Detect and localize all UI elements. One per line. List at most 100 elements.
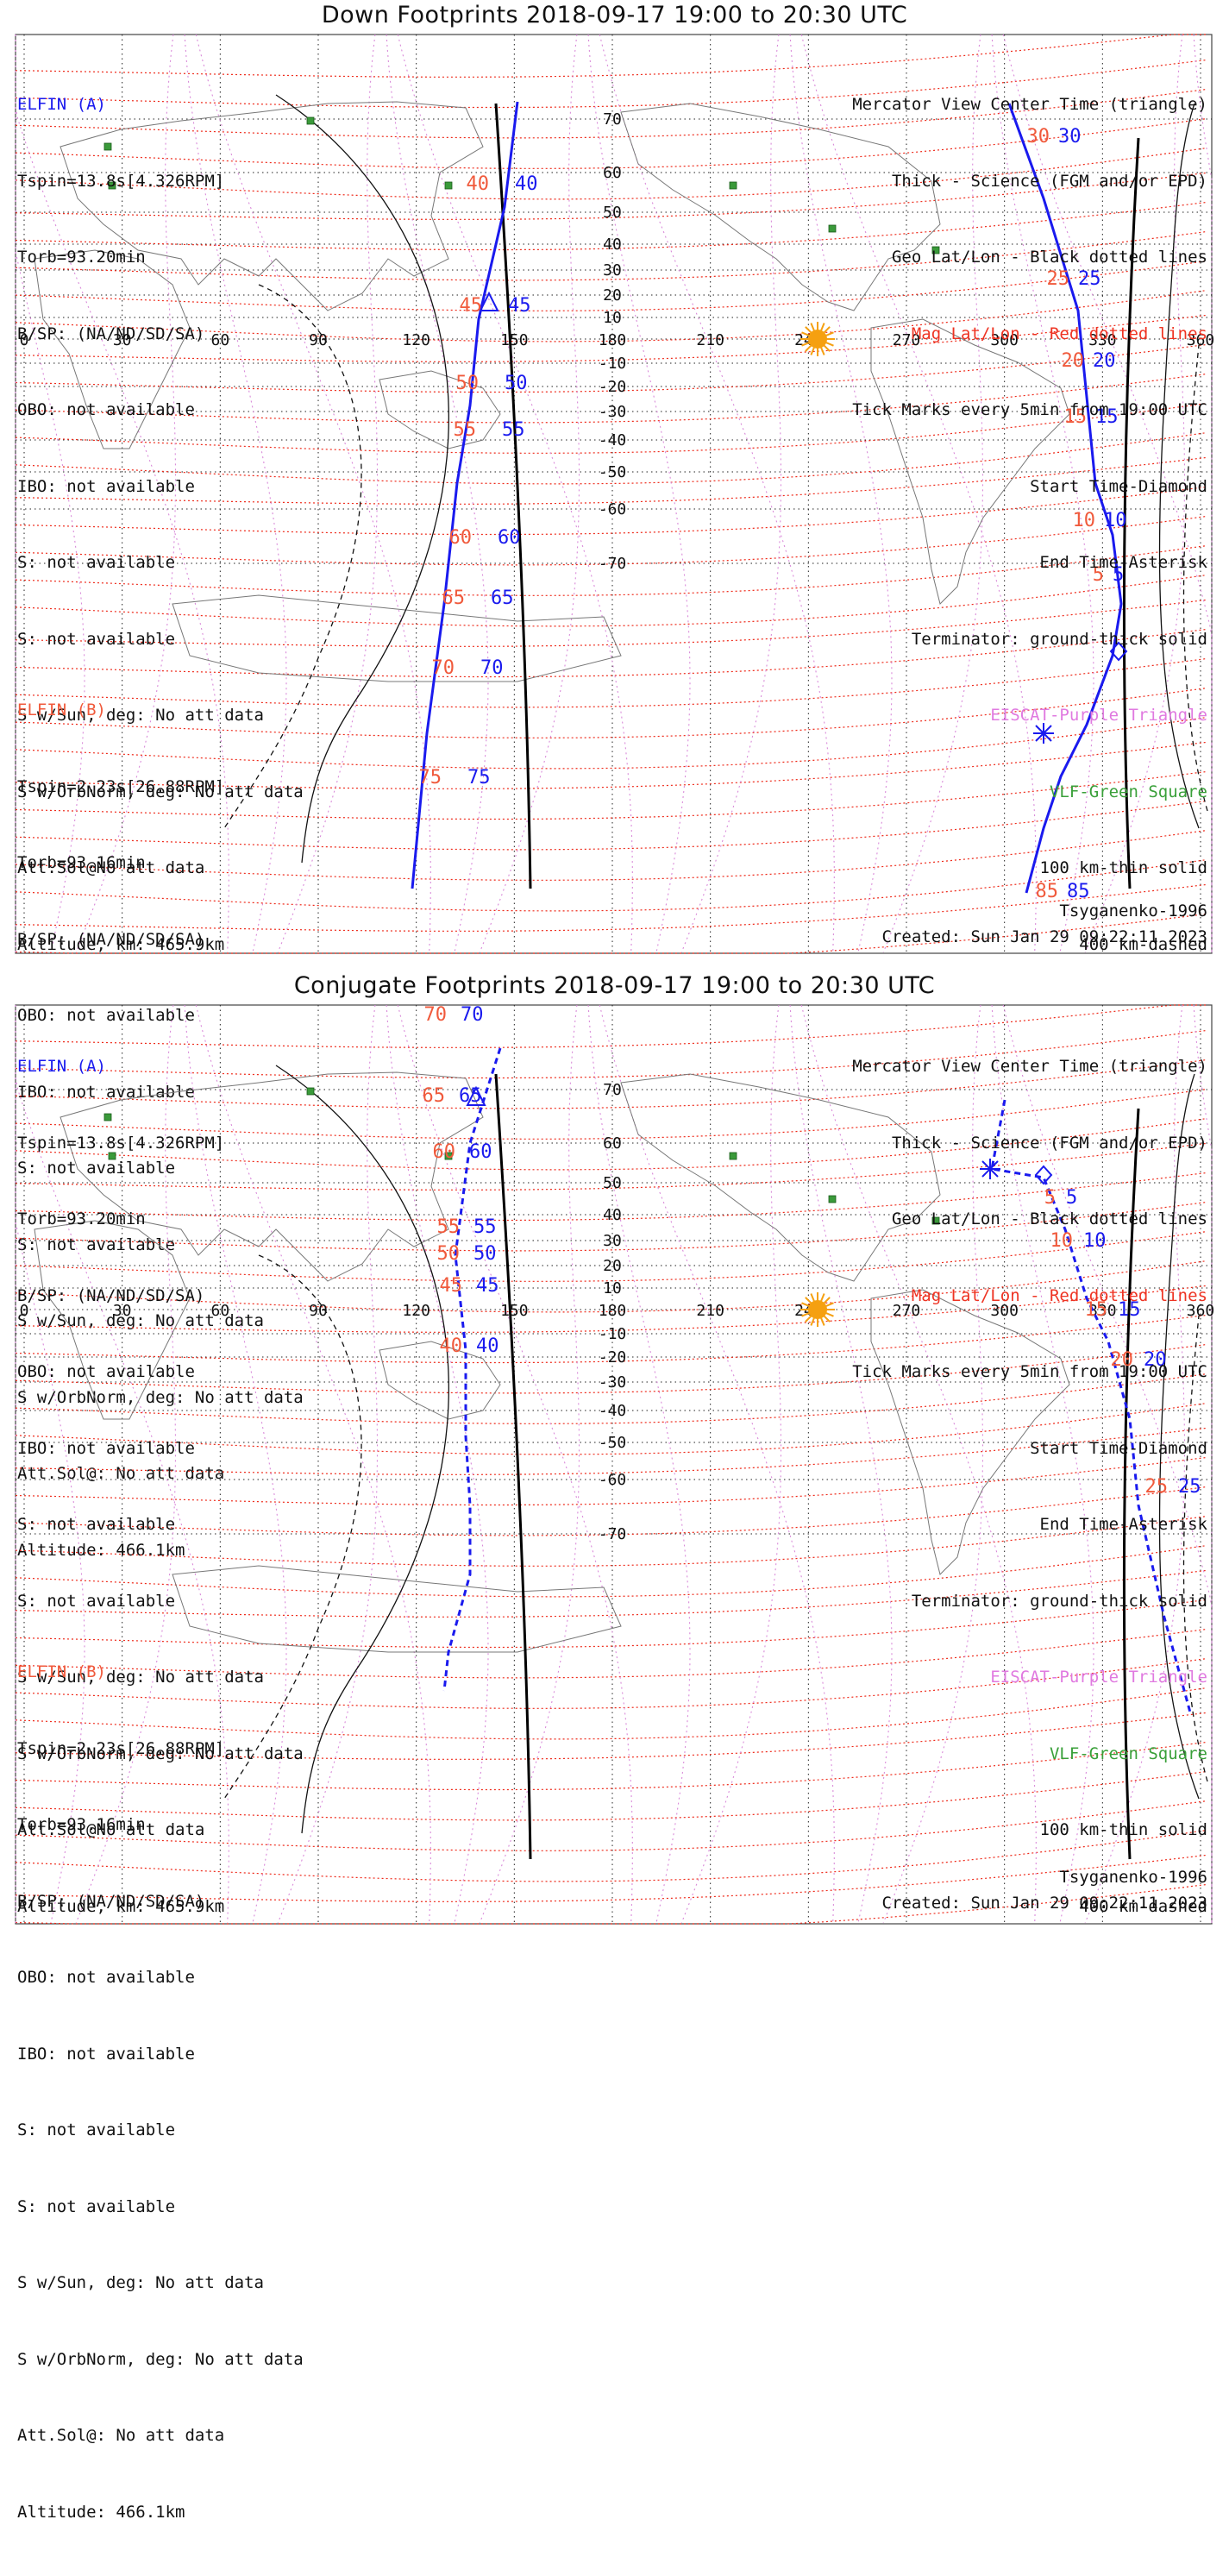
vlf-station-marker bbox=[108, 1152, 116, 1160]
map-layer: 0306090120150180210240270300330360706050… bbox=[15, 34, 1214, 954]
mag-lat-line bbox=[15, 231, 1207, 281]
elfin-a-track bbox=[411, 101, 519, 889]
mag-lon-line bbox=[15, 35, 85, 953]
mag-lat-tick-label: 70 bbox=[424, 1004, 448, 1026]
mag-lat-line bbox=[15, 1373, 1207, 1424]
lat-tick-label: 10 bbox=[603, 1279, 622, 1297]
legend-100km: 100 km-thin solid bbox=[1039, 1820, 1207, 1839]
mag-lat-line bbox=[15, 1516, 1207, 1567]
continent-outline bbox=[34, 1220, 191, 1420]
mag-lat-line bbox=[15, 487, 1207, 536]
lat-tick-label: -20 bbox=[599, 1348, 627, 1367]
lon-tick-label: 60 bbox=[210, 1302, 229, 1320]
sun-ray bbox=[823, 1297, 831, 1304]
model-credit: Tsyganenko-1996 bbox=[1059, 902, 1207, 920]
legend-100km: 100 km-thin solid bbox=[1039, 858, 1207, 877]
elfin-b-info: ELFIN (B) Tspin=2.23s[26.88RPM] Torb=93.… bbox=[17, 1609, 304, 2576]
mag-lat-line bbox=[15, 1457, 1207, 1506]
terminator-100km bbox=[1158, 1073, 1200, 1800]
footprint-map: 0306090120150180210240270300330360706050… bbox=[15, 1004, 1214, 1925]
legend-eiscat: EISCAT-Purple Triangle bbox=[990, 706, 1207, 725]
mag-lon-line bbox=[599, 34, 835, 953]
elfin-b-line: Torb=93.16min bbox=[17, 1815, 146, 1834]
lon-tick-label: 300 bbox=[990, 331, 1019, 349]
elfin-a-line: OBO: not available bbox=[17, 1362, 195, 1381]
mag-lat-line bbox=[15, 801, 1207, 851]
mag-lon-line bbox=[397, 1004, 633, 1924]
elfin-a-name: ELFIN (A) bbox=[17, 1057, 106, 1076]
terminator-100km bbox=[275, 1065, 449, 1834]
lat-tick-label: 50 bbox=[603, 204, 622, 222]
elfin-a-line: B/SP: (NA/ND/SD/SA) bbox=[17, 324, 205, 343]
elfin-a-tick-label: 65 bbox=[459, 1085, 482, 1107]
lat-tick-label: 60 bbox=[603, 1134, 622, 1153]
footprint-map: 0306090120150180210240270300330360706050… bbox=[15, 34, 1214, 954]
continent-outline bbox=[620, 103, 941, 311]
mag-lat-tick-label: 5 bbox=[1093, 564, 1104, 586]
panel-title: Down Footprints 2018-09-17 19:00 to 20:3… bbox=[321, 2, 908, 28]
vlf-station-marker bbox=[306, 116, 315, 125]
elfin-a-line: Tspin=13.8s[4.326RPM] bbox=[17, 1133, 225, 1153]
mag-lat-line bbox=[15, 1742, 1207, 1791]
lat-tick-label: 10 bbox=[603, 309, 622, 327]
mag-lon-line bbox=[587, 1004, 691, 1924]
mag-lat-line bbox=[15, 118, 1207, 169]
legend-thick: Thick - Science (FGM and/or EPD) bbox=[891, 1133, 1207, 1153]
sun-ray bbox=[825, 1311, 834, 1317]
lon-tick-label: 90 bbox=[309, 331, 328, 349]
elfin-a-tick-label: 55 bbox=[502, 419, 525, 441]
elfin-b-line: S: not available bbox=[17, 2196, 176, 2216]
elfin-b-tick-label: 5 bbox=[1066, 1187, 1077, 1209]
vlf-station-marker bbox=[306, 1087, 315, 1096]
conjugate-footprints-panel: Conjugate Footprints 2018-09-17 19:00 to… bbox=[0, 971, 1229, 2522]
mag-lat-line bbox=[15, 771, 1207, 820]
mag-lat-line bbox=[15, 1260, 1207, 1313]
lat-tick-label: -40 bbox=[599, 1402, 627, 1420]
continent-outline bbox=[172, 1565, 622, 1653]
mag-lon-line bbox=[789, 1004, 893, 1924]
mag-lat-line bbox=[15, 202, 1207, 251]
legend-thick: Thick - Science (FGM and/or EPD) bbox=[891, 171, 1207, 191]
lat-tick-label: -40 bbox=[599, 431, 627, 449]
elfin-b-line: Att.Sol@: No att data bbox=[17, 1464, 225, 1483]
mag-lat-tick-label: 25 bbox=[1145, 1476, 1169, 1498]
sun-ray bbox=[810, 323, 816, 332]
vlf-station-marker bbox=[444, 1152, 453, 1160]
lat-tick-label: -70 bbox=[599, 1525, 627, 1543]
continent-outline bbox=[60, 1071, 484, 1282]
mag-lat-line bbox=[15, 1285, 1207, 1333]
mag-lat-line bbox=[15, 1089, 1207, 1140]
mag-lon-line bbox=[195, 1004, 431, 1924]
lon-tick-label: 270 bbox=[893, 331, 921, 349]
mag-lat-line bbox=[15, 1059, 1207, 1109]
lon-tick-label: 180 bbox=[599, 331, 627, 349]
continent-outline bbox=[34, 249, 191, 449]
legend-vlf: VLF-Green Square bbox=[1049, 1744, 1207, 1763]
sun-ray bbox=[801, 1302, 811, 1308]
mag-lon-line bbox=[397, 34, 633, 953]
elfin-a-tick-label: 60 bbox=[469, 1141, 492, 1163]
elfin-b-track bbox=[990, 1099, 1192, 1713]
elfin-a-tick-label: 50 bbox=[505, 373, 528, 394]
mag-lat-line bbox=[15, 1800, 1207, 1851]
legend-center-time: Mercator View Center Time (triangle) bbox=[852, 1057, 1207, 1076]
elfin-a-track bbox=[442, 1047, 502, 1692]
terminator-ground bbox=[494, 1073, 532, 1860]
sun-ray bbox=[805, 326, 812, 334]
elfin-b-line: Tspin=2.23s[26.88RPM] bbox=[17, 1738, 225, 1758]
sun-ray bbox=[825, 341, 834, 347]
mag-lon-line bbox=[386, 1004, 489, 1924]
sun-icon bbox=[800, 322, 835, 356]
elfin-a-line: S w/OrbNorm, deg: No att data bbox=[17, 782, 304, 801]
mag-lat-tick-label: 25 bbox=[1047, 268, 1070, 290]
terminator-ground bbox=[1122, 1108, 1140, 1860]
elfin-b-line: Altitude: 466.1km bbox=[17, 2502, 185, 2522]
elfin-a-name: ELFIN (A) bbox=[17, 95, 106, 114]
mag-lat-tick-label: 50 bbox=[437, 1243, 461, 1265]
mag-lat-line bbox=[15, 545, 1207, 596]
mag-lat-line bbox=[15, 741, 1207, 789]
mag-lat-tick-label: 60 bbox=[449, 527, 473, 549]
vlf-station-marker bbox=[444, 181, 453, 190]
lat-tick-label: 50 bbox=[603, 1174, 622, 1192]
panel-title: Conjugate Footprints 2018-09-17 19:00 to… bbox=[293, 972, 936, 999]
